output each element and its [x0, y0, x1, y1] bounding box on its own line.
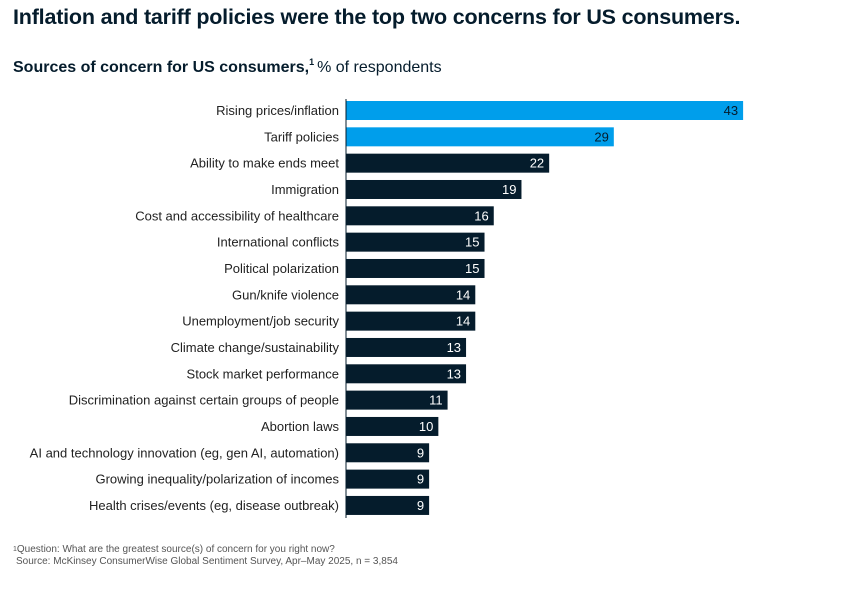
bar: [346, 495, 430, 515]
category-label: Abortion laws: [261, 419, 340, 434]
bar: [346, 337, 467, 357]
bar: [346, 258, 485, 278]
value-label: 13: [447, 340, 461, 355]
bar: [346, 364, 467, 384]
bar: [346, 285, 476, 305]
category-label: Rising prices/inflation: [216, 103, 339, 118]
value-label: 9: [417, 498, 424, 513]
bar: [346, 311, 476, 331]
value-label: 15: [465, 261, 479, 276]
value-label: 14: [456, 287, 470, 302]
bar: [346, 101, 744, 120]
footnote-question-text: Question: What are the greatest source(s…: [16, 544, 335, 555]
bar: [346, 179, 522, 199]
value-label: 16: [474, 208, 488, 223]
bar: [346, 469, 430, 489]
category-label: Discrimination against certain groups of…: [69, 393, 339, 408]
footnote-marker: 1: [309, 57, 315, 67]
value-label: 9: [417, 445, 424, 460]
category-label: Gun/knife violence: [232, 287, 339, 302]
value-label: 43: [724, 103, 738, 118]
bar: [346, 443, 430, 463]
category-label: Climate change/sustainability: [171, 340, 340, 355]
value-label: 15: [465, 235, 479, 250]
bar: [346, 232, 485, 252]
value-label: 14: [456, 314, 470, 329]
category-label: Health crises/events (eg, disease outbre…: [89, 498, 339, 513]
category-label: Stock market performance: [187, 366, 339, 381]
bar: [346, 390, 448, 410]
value-label: 22: [530, 156, 544, 171]
category-label: Immigration: [271, 182, 339, 197]
value-label: 19: [502, 182, 516, 197]
chart-title: Sources of concern for US consumers,: [13, 59, 310, 76]
value-label: 13: [447, 366, 461, 381]
bar: [346, 153, 550, 173]
bar: [346, 127, 614, 147]
footnote-question: 1Question: What are the greatest source(…: [13, 544, 398, 556]
chart-headline: Inflation and tariff policies were the t…: [13, 5, 741, 29]
value-label: 29: [594, 129, 608, 144]
category-label: Cost and accessibility of healthcare: [135, 208, 339, 223]
value-label: 11: [429, 393, 443, 408]
category-label: Ability to make ends meet: [190, 156, 339, 171]
category-label: Growing inequality/polarization of incom…: [95, 472, 339, 487]
category-label: Political polarization: [224, 261, 339, 276]
category-label: International conflicts: [217, 235, 340, 250]
bar-chart: Rising prices/inflation 43 Tariff policies…: [30, 99, 744, 518]
value-label: 9: [417, 472, 424, 487]
footnote-source: Source: McKinsey ConsumerWise Global Sen…: [16, 556, 398, 567]
chart-subtitle: Sources of concern for US consumers,1% o…: [13, 57, 442, 77]
value-label: 10: [419, 419, 433, 434]
category-label: Unemployment/job security: [182, 314, 339, 329]
footnote-question-marker: 1: [13, 546, 17, 553]
footnotes: 1Question: What are the greatest source(…: [13, 544, 398, 568]
bar: [346, 416, 439, 436]
chart-unit: % of respondents: [317, 59, 442, 76]
category-label: AI and technology innovation (eg, gen AI…: [30, 445, 339, 460]
category-label: Tariff policies: [264, 129, 339, 144]
bar: [346, 206, 494, 226]
